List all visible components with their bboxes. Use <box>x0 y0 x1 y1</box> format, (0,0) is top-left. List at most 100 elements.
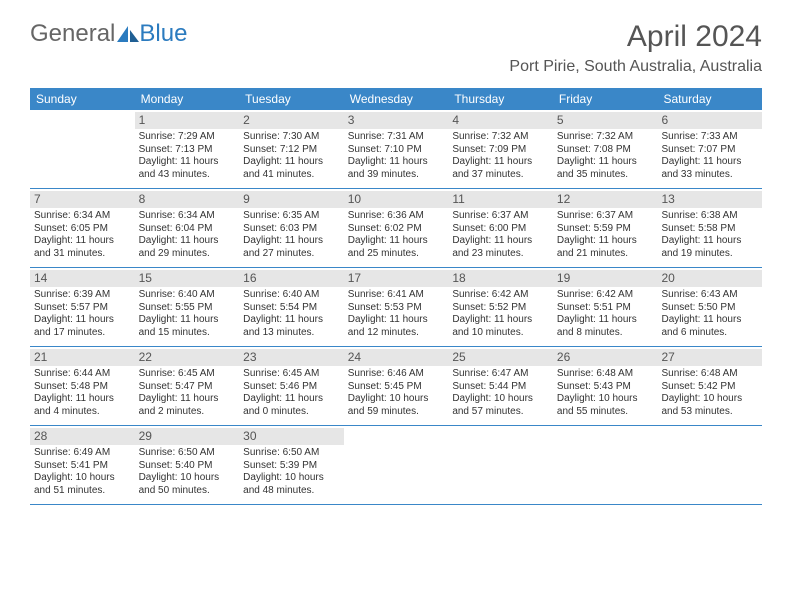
daylight-line: Daylight: 11 hours and 33 minutes. <box>661 156 758 181</box>
day-cell: 3Sunrise: 7:31 AMSunset: 7:10 PMDaylight… <box>344 110 449 188</box>
daylight-line: Daylight: 11 hours and 23 minutes. <box>452 235 549 260</box>
sunrise-line: Sunrise: 7:32 AM <box>557 131 654 144</box>
sunrise-line: Sunrise: 6:41 AM <box>348 289 445 302</box>
daylight-line: Daylight: 11 hours and 12 minutes. <box>348 314 445 339</box>
sunrise-line: Sunrise: 6:40 AM <box>243 289 340 302</box>
day-number: 20 <box>657 270 762 287</box>
week-row: 28 Sunrise: 6:49 AMSunset: 5:41 PM Dayligh… <box>30 426 762 505</box>
day-number: 4 <box>448 112 553 129</box>
day-cell: 5Sunrise: 7:32 AMSunset: 7:08 PMDaylight… <box>553 110 658 188</box>
sunrise-line: Sunrise: 7:32 AM <box>452 131 549 144</box>
day-cell: 13Sunrise: 6:38 AMSunset: 5:58 PMDayligh… <box>657 189 762 267</box>
week-row: 1 Sunrise: 7:29 AMSunset: 7:13 PM Daylight… <box>30 110 762 189</box>
day-number: 2 <box>239 112 344 129</box>
day-cell: 27Sunrise: 6:48 AMSunset: 5:42 PMDayligh… <box>657 347 762 425</box>
sunrise-line: Sunrise: 6:42 AM <box>557 289 654 302</box>
daylight-line: Daylight: 10 hours and 55 minutes. <box>557 393 654 418</box>
daylight-line: Daylight: 10 hours and 48 minutes. <box>243 472 340 497</box>
sunset-line: Sunset: 7:13 PM <box>139 144 236 157</box>
day-cell: 22Sunrise: 6:45 AMSunset: 5:47 PMDayligh… <box>135 347 240 425</box>
day-cell: 20Sunrise: 6:43 AMSunset: 5:50 PMDayligh… <box>657 268 762 346</box>
day-number: 5 <box>553 112 658 129</box>
day-number: 11 <box>448 191 553 208</box>
day-number: 27 <box>657 349 762 366</box>
daylight-line: Daylight: 11 hours and 31 minutes. <box>34 235 131 260</box>
brand-part2: Blue <box>139 20 187 48</box>
sunset-line: Sunset: 5:46 PM <box>243 381 340 394</box>
title-block: April 2024 Port Pirie, South Australia, … <box>509 20 762 76</box>
sunrise-line: Sunrise: 7:33 AM <box>661 131 758 144</box>
weekday-header-row: SundayMondayTuesdayWednesdayThursdayFrid… <box>30 88 762 110</box>
sunrise-line: Sunrise: 6:42 AM <box>452 289 549 302</box>
day-number: 10 <box>344 191 449 208</box>
sunrise-line: Sunrise: 6:38 AM <box>661 210 758 223</box>
week-row: 21Sunrise: 6:44 AMSunset: 5:48 PMDayligh… <box>30 347 762 426</box>
day-cell <box>344 426 449 504</box>
day-number: 17 <box>344 270 449 287</box>
weekday-header: Friday <box>553 88 658 110</box>
brand-part1: General <box>30 20 115 48</box>
sunrise-line: Sunrise: 6:48 AM <box>661 368 758 381</box>
day-number: 14 <box>30 270 135 287</box>
daylight-line: Daylight: 11 hours and 41 minutes. <box>243 156 340 181</box>
daylight-line: Daylight: 10 hours and 53 minutes. <box>661 393 758 418</box>
sunrise-line: Sunrise: 6:37 AM <box>452 210 549 223</box>
sunrise-line: Sunrise: 6:40 AM <box>139 289 236 302</box>
sunset-line: Sunset: 5:57 PM <box>34 302 131 315</box>
sunset-line: Sunset: 7:12 PM <box>243 144 340 157</box>
day-number: 19 <box>553 270 658 287</box>
sunrise-line: Sunrise: 6:48 AM <box>557 368 654 381</box>
day-cell: 16Sunrise: 6:40 AMSunset: 5:54 PMDayligh… <box>239 268 344 346</box>
day-cell: 17 Sunrise: 6:41 AMSunset: 5:53 PMDayligh… <box>344 268 449 346</box>
weeks-container: 1 Sunrise: 7:29 AMSunset: 7:13 PM Daylight… <box>30 110 762 505</box>
sunrise-line: Sunrise: 7:31 AM <box>348 131 445 144</box>
day-cell <box>553 426 658 504</box>
sunset-line: Sunset: 6:03 PM <box>243 223 340 236</box>
sunset-line: Sunset: 5:48 PM <box>34 381 131 394</box>
day-number: 25 <box>448 349 553 366</box>
day-number: 12 <box>553 191 658 208</box>
weekday-header: Sunday <box>30 88 135 110</box>
sunset-line: Sunset: 5:41 PM <box>34 460 131 473</box>
weekday-header: Thursday <box>448 88 553 110</box>
day-number: 1 <box>135 112 240 129</box>
day-cell: 28Sunrise: 6:49 AMSunset: 5:41 PMDayligh… <box>30 426 135 504</box>
weekday-header: Saturday <box>657 88 762 110</box>
day-cell: 11Sunrise: 6:37 AMSunset: 6:00 PMDayligh… <box>448 189 553 267</box>
sunset-line: Sunset: 5:50 PM <box>661 302 758 315</box>
weekday-header: Monday <box>135 88 240 110</box>
day-number: 30 <box>239 428 344 445</box>
day-cell: 21Sunrise: 6:44 AMSunset: 5:48 PMDayligh… <box>30 347 135 425</box>
day-cell: 14Sunrise: 6:39 AMSunset: 5:57 PMDayligh… <box>30 268 135 346</box>
day-cell: 29Sunrise: 6:50 AMSunset: 5:40 PMDayligh… <box>135 426 240 504</box>
sunset-line: Sunset: 5:47 PM <box>139 381 236 394</box>
sunset-line: Sunset: 5:54 PM <box>243 302 340 315</box>
sunset-line: Sunset: 6:05 PM <box>34 223 131 236</box>
daylight-line: Daylight: 11 hours and 10 minutes. <box>452 314 549 339</box>
sunset-line: Sunset: 5:40 PM <box>139 460 236 473</box>
week-row: 7Sunrise: 6:34 AMSunset: 6:05 PMDaylight… <box>30 189 762 268</box>
daylight-line: Daylight: 11 hours and 29 minutes. <box>139 235 236 260</box>
day-cell: 9Sunrise: 6:35 AMSunset: 6:03 PMDaylight… <box>239 189 344 267</box>
day-number: 28 <box>30 428 135 445</box>
week-row: 14Sunrise: 6:39 AMSunset: 5:57 PMDayligh… <box>30 268 762 347</box>
daylight-line: Daylight: 11 hours and 0 minutes. <box>243 393 340 418</box>
sunrise-line: Sunrise: 6:49 AM <box>34 447 131 460</box>
daylight-line: Daylight: 11 hours and 15 minutes. <box>139 314 236 339</box>
sunrise-line: Sunrise: 7:29 AM <box>139 131 236 144</box>
day-number: 23 <box>239 349 344 366</box>
day-cell: 30Sunrise: 6:50 AMSunset: 5:39 PMDayligh… <box>239 426 344 504</box>
daylight-line: Daylight: 10 hours and 50 minutes. <box>139 472 236 497</box>
sunrise-line: Sunrise: 6:45 AM <box>139 368 236 381</box>
sunrise-line: Sunrise: 6:47 AM <box>452 368 549 381</box>
sunset-line: Sunset: 7:07 PM <box>661 144 758 157</box>
sunrise-line: Sunrise: 6:34 AM <box>34 210 131 223</box>
sunrise-line: Sunrise: 6:35 AM <box>243 210 340 223</box>
sunset-line: Sunset: 5:53 PM <box>348 302 445 315</box>
weekday-header: Tuesday <box>239 88 344 110</box>
daylight-line: Daylight: 11 hours and 35 minutes. <box>557 156 654 181</box>
daylight-line: Daylight: 11 hours and 19 minutes. <box>661 235 758 260</box>
sunset-line: Sunset: 6:04 PM <box>139 223 236 236</box>
daylight-line: Daylight: 11 hours and 6 minutes. <box>661 314 758 339</box>
day-cell: 24Sunrise: 6:46 AMSunset: 5:45 PMDayligh… <box>344 347 449 425</box>
